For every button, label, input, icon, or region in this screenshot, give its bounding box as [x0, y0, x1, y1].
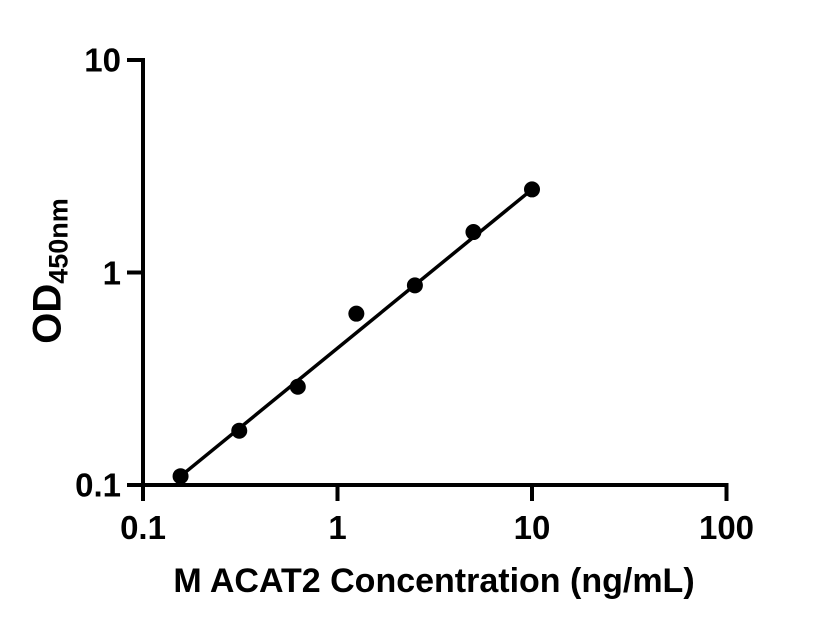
x-tick-label-10: 10 [513, 509, 551, 546]
y-axis-title-subscript: 450nm [43, 198, 74, 284]
data-point [524, 181, 540, 198]
x-tick-label-1: 1 [328, 509, 347, 546]
data-point [289, 378, 306, 395]
y-axis-title-main: OD [25, 283, 70, 344]
data-point [231, 422, 248, 439]
data-point [172, 468, 189, 485]
y-axis-title: OD450nm [25, 198, 74, 344]
data-point [348, 305, 365, 322]
data-point [406, 277, 423, 294]
y-tick-label-0.1: 0.1 [75, 466, 121, 504]
y-tick-label-10: 10 [84, 41, 121, 79]
x-axis-title: M ACAT2 Concentration (ng/mL) [173, 562, 695, 600]
x-tick-label-100: 100 [698, 509, 755, 546]
x-tick-label-0.1: 0.1 [120, 509, 166, 546]
y-tick-label-1: 1 [102, 254, 121, 291]
data-point [465, 224, 482, 241]
